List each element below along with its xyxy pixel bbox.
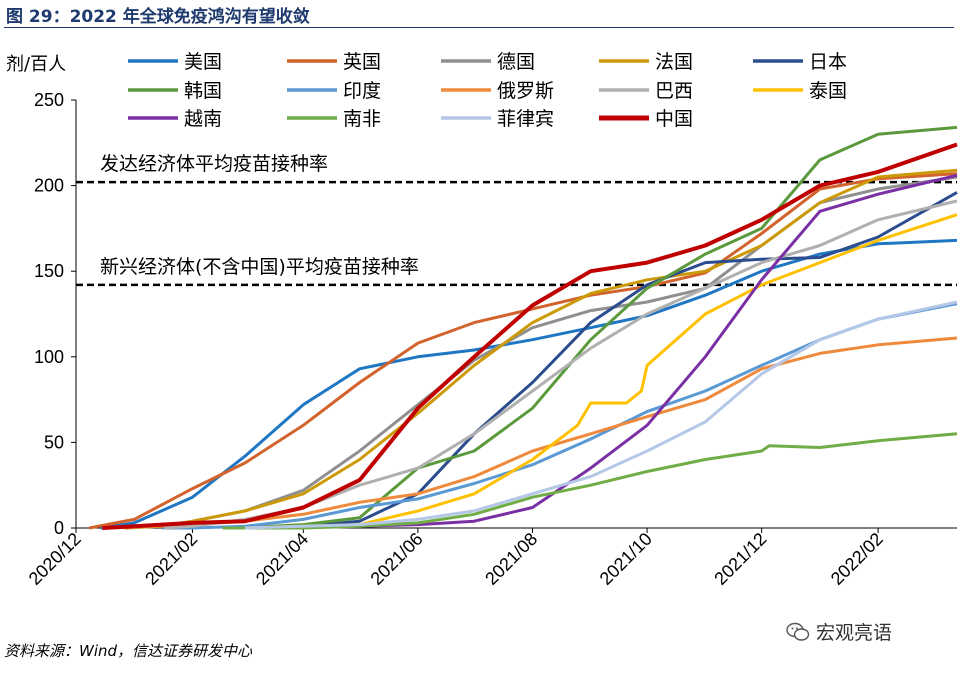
legend-label-越南: 越南 (184, 108, 222, 130)
legend-label-中国: 中国 (655, 108, 693, 130)
figure-title: 图 29：2022 年全球免疫鸿沟有望收敛 (6, 7, 310, 27)
legend-label-俄罗斯: 俄罗斯 (497, 80, 554, 102)
x-tick-label: 2021/06 (367, 529, 427, 589)
y-tick-label: 250 (34, 90, 64, 110)
reference-line-label-2: 新兴经济体(不含中国)平均疫苗接种率 (100, 256, 419, 278)
series-line-法国 (124, 168, 958, 530)
series-line-韩国 (239, 125, 958, 530)
legend-label-英国: 英国 (343, 51, 381, 73)
reference-line-label-1: 发达经济体平均疫苗接种率 (100, 153, 328, 175)
legend-label-泰国: 泰国 (809, 80, 847, 102)
watermark: 宏观亮语 (786, 618, 892, 645)
series-line-英国 (88, 172, 958, 530)
legend-label-韩国: 韩国 (184, 80, 222, 102)
legend-label-巴西: 巴西 (655, 80, 693, 102)
watermark-text: 宏观亮语 (816, 622, 893, 644)
y-tick-label: 200 (34, 176, 64, 196)
legend-label-德国: 德国 (497, 51, 535, 73)
series-line-印度 (162, 302, 958, 530)
y-tick-label: 100 (34, 347, 64, 367)
series-line-菲律宾 (245, 300, 958, 530)
source-note: 资料来源：Wind，信达证券研发中心 (4, 642, 253, 660)
y-tick-label: 50 (44, 432, 64, 452)
legend-label-印度: 印度 (343, 80, 381, 102)
title-divider (4, 27, 954, 28)
x-tick-label: 2021/12 (710, 529, 770, 589)
x-tick-label: 2021/08 (481, 529, 541, 589)
legend-label-法国: 法国 (655, 51, 693, 73)
x-tick-label: 2022/02 (827, 529, 887, 589)
x-tick-label: 2021/02 (141, 529, 201, 589)
wechat-icon (786, 622, 810, 641)
y-tick-label: 150 (34, 261, 64, 281)
series-line-泰国 (243, 213, 958, 530)
series-line-中国 (102, 142, 958, 530)
legend-label-日本: 日本 (809, 51, 847, 73)
legend-label-南非: 南非 (343, 108, 381, 130)
x-tick-label: 2021/10 (596, 529, 656, 589)
series-line-南非 (222, 432, 958, 530)
y-tick-label: 0 (54, 518, 64, 538)
legend-label-美国: 美国 (184, 51, 222, 73)
y-axis-label: 剂/百人 (6, 54, 66, 75)
legend-label-菲律宾: 菲律宾 (497, 108, 554, 130)
x-tick-label: 2021/04 (252, 529, 312, 589)
